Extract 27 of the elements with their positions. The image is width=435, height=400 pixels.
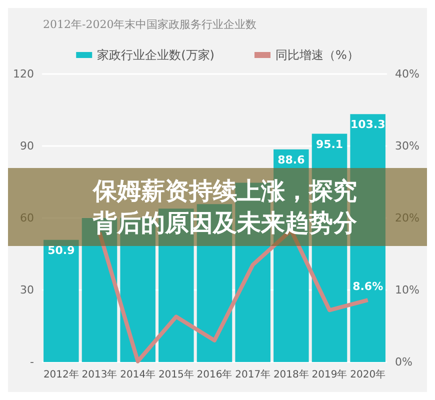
x-tick-label: 2020年	[350, 368, 386, 380]
y2-tick-label: 30%	[395, 140, 420, 152]
y-tick-label: 90	[20, 140, 34, 152]
data-label: 103.3	[350, 118, 386, 132]
y-tick-label: -	[30, 356, 34, 368]
x-tick-label: 2019年	[312, 368, 348, 380]
data-label: 88.6	[278, 153, 306, 166]
y2-tick-label: 0%	[395, 356, 412, 368]
legend-label: 同比增速（%）	[275, 48, 359, 62]
y-tick-label: 30	[20, 284, 34, 296]
x-tick-label: 2015年	[158, 368, 194, 380]
y-tick-label: 120	[13, 68, 34, 80]
y2-tick-label: 10%	[395, 284, 420, 296]
x-tick-label: 2017年	[235, 368, 271, 380]
x-tick-label: 2012年	[43, 368, 79, 380]
x-tick-label: 2013年	[82, 368, 118, 380]
x-tick-label: 2014年	[120, 368, 156, 380]
data-label: 8.6%	[352, 280, 384, 294]
data-label: 50.9	[48, 244, 75, 257]
annotation: 保姆薪资持续上涨，探究背后的原因及未来趋势分	[92, 177, 358, 237]
x-tick-label: 2018年	[273, 368, 309, 380]
bar	[44, 240, 79, 362]
x-tick-label: 2016年	[196, 368, 232, 380]
legend-label: 家政行业企业数(万家)	[97, 48, 214, 62]
y2-tick-label: 40%	[395, 68, 420, 80]
data-label: 95.1	[316, 138, 344, 151]
chart-title: 2012年-2020年末中国家政服务行业企业数	[43, 18, 257, 31]
